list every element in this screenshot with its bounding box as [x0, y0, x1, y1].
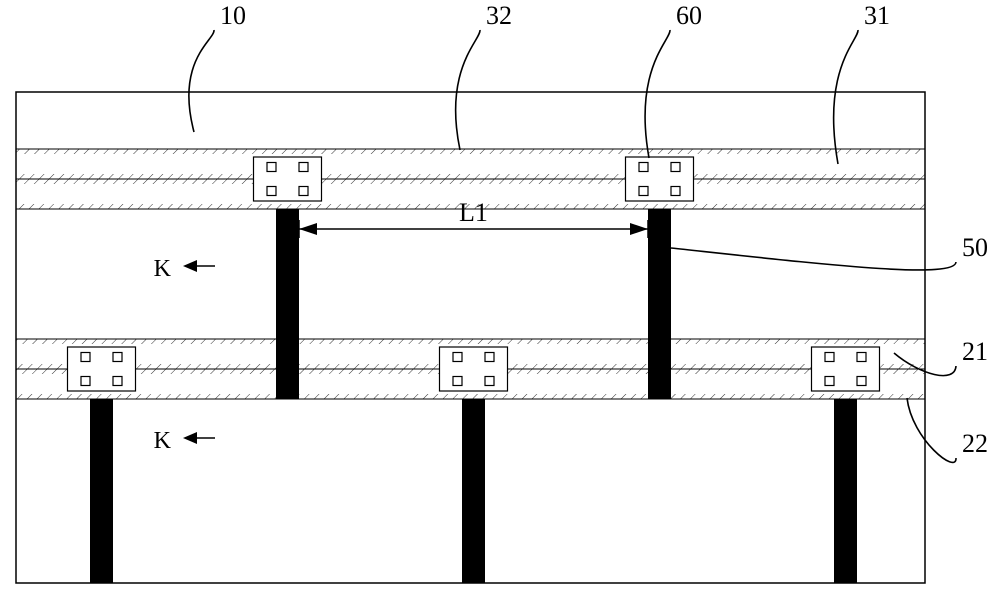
hatch-strip — [16, 394, 925, 399]
bolt-hole — [267, 163, 276, 172]
callout-label-32: 32 — [486, 1, 512, 30]
bolt-hole — [299, 163, 308, 172]
bolt-hole — [671, 163, 680, 172]
vertical-bar — [462, 399, 485, 583]
hatch-strip — [16, 174, 925, 179]
callout-label-60: 60 — [676, 1, 702, 30]
hatch-strip — [16, 179, 925, 184]
callout-label-50: 50 — [962, 233, 988, 262]
dimension-label: L1 — [459, 198, 488, 227]
bolt-hole — [639, 187, 648, 196]
vertical-bar — [648, 209, 671, 399]
bolt-hole — [485, 353, 494, 362]
bolt-hole — [825, 353, 834, 362]
connector-block — [254, 157, 322, 201]
bolt-hole — [825, 377, 834, 386]
hatch-strip — [16, 339, 925, 344]
callout-label-21: 21 — [962, 337, 988, 366]
bolt-hole — [639, 163, 648, 172]
bolt-hole — [485, 377, 494, 386]
section-label-bot: K — [154, 428, 172, 454]
bolt-hole — [857, 377, 866, 386]
bolt-hole — [81, 377, 90, 386]
bolt-hole — [857, 353, 866, 362]
vertical-bar — [834, 399, 857, 583]
hatch-strip — [16, 149, 925, 154]
bolt-hole — [453, 353, 462, 362]
connector-block — [812, 347, 880, 391]
connector-block — [626, 157, 694, 201]
bolt-hole — [453, 377, 462, 386]
callout-label-31: 31 — [864, 1, 890, 30]
bolt-hole — [113, 353, 122, 362]
bolt-hole — [671, 187, 680, 196]
connector-block — [68, 347, 136, 391]
section-label-top: K — [154, 256, 172, 282]
callout-label-22: 22 — [962, 429, 988, 458]
connector-block — [440, 347, 508, 391]
diagram-svg: L1 K K 10 32 60 31 50 21 22 — [0, 0, 1000, 598]
bolt-hole — [267, 187, 276, 196]
bolt-hole — [299, 187, 308, 196]
bolt-hole — [81, 353, 90, 362]
callout-label-10: 10 — [220, 1, 246, 30]
vertical-bar — [90, 399, 113, 583]
bolt-hole — [113, 377, 122, 386]
vertical-bar — [276, 209, 299, 399]
